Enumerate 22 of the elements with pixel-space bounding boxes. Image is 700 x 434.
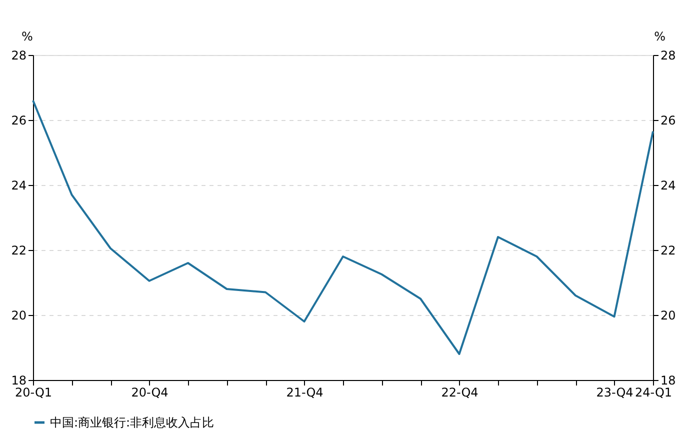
y-tick-label: 26 <box>11 114 26 128</box>
y2-tick-label: 28 <box>660 48 676 62</box>
y2-tick-label: 26 <box>660 114 676 128</box>
y2-axis-title: % <box>654 30 666 44</box>
y-tick-label: 22 <box>11 244 26 258</box>
x-tick-label: 20-Q4 <box>131 386 168 400</box>
y-tick-label: 24 <box>11 178 26 192</box>
y2-tick-label: 20 <box>660 308 676 322</box>
x-tick-label: 24-Q1 <box>634 386 672 400</box>
y-tick-label: 20 <box>11 308 26 322</box>
line-series <box>32 100 654 355</box>
y2-tick-label: 18 <box>660 374 676 388</box>
x-tick-label: 21-Q4 <box>286 386 324 400</box>
y-tick-label: 18 <box>11 374 26 388</box>
y2-tick-label: 22 <box>660 244 676 258</box>
y-axis-title: % <box>22 30 33 44</box>
x-tick-label: 20-Q1 <box>14 386 52 400</box>
y-tick-label: 28 <box>11 48 26 62</box>
y2-tick-label: 24 <box>660 178 676 192</box>
x-tick-label: 22-Q4 <box>441 386 478 400</box>
legend-label: 中国:商业银行:非利息收入占比 <box>50 416 214 430</box>
x-tick-label: 23-Q4 <box>596 386 634 400</box>
